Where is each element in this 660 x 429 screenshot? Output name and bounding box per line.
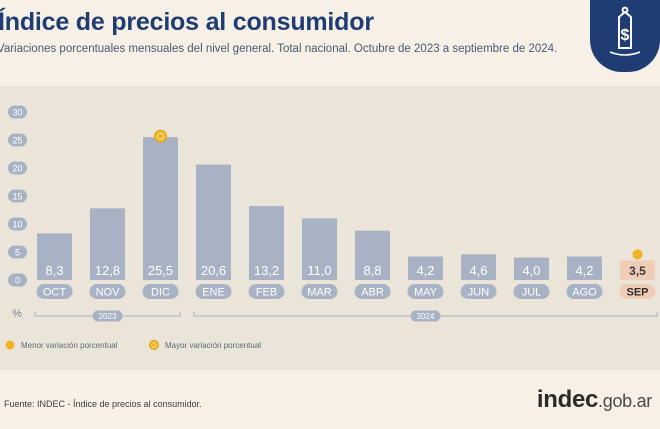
data-label: 12,8 — [95, 263, 120, 278]
data-label: 11,0 — [307, 263, 331, 278]
x-tick-label: MAY — [414, 287, 438, 299]
y-tick-pill — [8, 161, 27, 175]
bar — [90, 208, 125, 280]
data-label: 4,6 — [469, 263, 487, 278]
page-title: Índice de precios al consumidor — [0, 8, 374, 36]
month-pill — [142, 284, 179, 299]
min-marker — [632, 249, 643, 260]
max-marker — [154, 129, 167, 143]
x-tick-label: JUN — [468, 287, 489, 299]
month-pill — [195, 284, 232, 299]
brand-suffix: .gob.ar — [598, 391, 652, 411]
max-marker-ring — [156, 132, 165, 140]
y-tick-label: 20 — [12, 164, 22, 174]
data-label: 25,5 — [148, 263, 173, 278]
y-tick-label: 15 — [12, 192, 22, 202]
x-tick-label: DIC — [151, 287, 170, 299]
month-pill — [248, 284, 285, 299]
y-tick-label: 10 — [12, 220, 22, 230]
legend-min-label: Menor variación porcentual — [21, 341, 118, 350]
y-tick-pill — [8, 217, 27, 231]
legend-max-icon — [149, 340, 159, 350]
month-pill — [619, 284, 656, 299]
year-pill — [92, 310, 123, 322]
legend-min-icon — [5, 340, 15, 350]
bar — [567, 256, 602, 280]
svg-text:$: $ — [621, 27, 630, 44]
legend-max-icon-ring — [151, 342, 157, 348]
bar — [355, 230, 390, 280]
x-tick-label: SEP — [626, 287, 648, 299]
data-label: 4,0 — [522, 263, 540, 278]
y-tick-pill — [8, 273, 27, 287]
year-label: 2023 — [99, 312, 117, 321]
x-tick-label: FEB — [256, 287, 277, 299]
x-tick-label: NOV — [96, 287, 121, 299]
data-label: 13,2 — [254, 263, 279, 278]
y-tick-label: 25 — [12, 136, 22, 146]
x-tick-label: MAR — [307, 287, 332, 299]
year-pill — [410, 310, 441, 322]
bar — [249, 206, 284, 280]
indec-logo: $ — [590, 0, 660, 72]
legend-max-label: Mayor variación porcentual — [165, 341, 261, 350]
source-note: Fuente: INDEC - Índice de precios al con… — [4, 399, 202, 409]
data-label: 8,3 — [45, 263, 63, 278]
x-tick-label: OCT — [43, 287, 67, 299]
y-tick-pill — [8, 105, 27, 119]
y-tick-pill — [8, 245, 27, 259]
brand-main: indec — [536, 386, 599, 413]
x-tick-label: JUL — [522, 287, 542, 299]
bar — [514, 257, 549, 280]
x-tick-label: ABR — [361, 287, 384, 299]
data-label: 8,8 — [363, 263, 381, 278]
y-unit-label: % — [12, 308, 22, 320]
y-tick-pill — [8, 133, 27, 147]
bar — [143, 137, 178, 280]
data-label: 3,5 — [629, 264, 646, 278]
price-tag-icon: $ — [609, 6, 641, 56]
bar — [302, 218, 337, 280]
month-pill — [566, 284, 603, 299]
month-pill — [89, 284, 126, 299]
x-tick-label: AGO — [572, 287, 597, 299]
month-pill — [354, 284, 391, 299]
brand-logo: indec.gob.ar — [537, 386, 652, 414]
data-label: 4,2 — [575, 263, 593, 278]
year-label: 2024 — [417, 312, 435, 321]
y-tick-label: 5 — [15, 248, 20, 258]
bar — [620, 260, 655, 280]
page-subtitle: Variaciones porcentuales mensuales del n… — [0, 43, 558, 55]
bar — [37, 233, 72, 280]
month-pill — [407, 284, 444, 299]
data-label: 4,2 — [416, 263, 434, 278]
x-tick-label: ENE — [202, 287, 225, 299]
month-pill — [36, 284, 73, 299]
y-tick-pill — [8, 189, 27, 203]
y-tick-label: 0 — [15, 276, 20, 286]
month-pill — [513, 284, 550, 299]
y-tick-label: 30 — [12, 108, 22, 118]
bar — [461, 254, 496, 280]
bar — [408, 256, 443, 280]
month-pill — [460, 284, 497, 299]
bar-chart: 0 5 10 15 20 25 30% 8,3 OCT 12,8 NOV 25,5 DIC 20,6 ENE… — [5, 105, 658, 350]
bar — [196, 164, 231, 280]
data-label: 20,6 — [201, 263, 226, 278]
month-pill — [301, 284, 338, 299]
